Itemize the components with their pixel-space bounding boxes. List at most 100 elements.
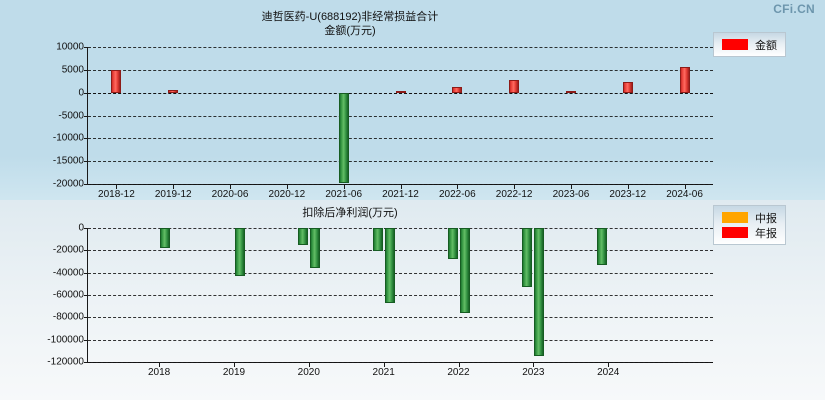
chart-bar-annual bbox=[234, 228, 245, 277]
bottom-chart-legend-item[interactable]: 年报 bbox=[722, 225, 777, 240]
y-tick-mark bbox=[84, 272, 88, 274]
x-axis-tick-label: 2021 bbox=[372, 367, 395, 378]
chart-bar bbox=[679, 66, 690, 93]
chart-bar-interim bbox=[297, 228, 308, 245]
chart-bar bbox=[622, 81, 633, 93]
top-chart-legend-item[interactable]: 金额 bbox=[722, 37, 777, 52]
y-tick-mark bbox=[84, 228, 88, 229]
chart-bar bbox=[395, 90, 406, 93]
x-tick-mark bbox=[570, 184, 572, 189]
chart-bar-annual bbox=[459, 228, 470, 313]
x-tick-mark bbox=[159, 362, 161, 367]
y-axis-tick-label: -120000 bbox=[47, 356, 84, 368]
y-axis-tick-label: -100000 bbox=[47, 334, 84, 346]
chart-bar bbox=[452, 86, 463, 93]
chart-bar bbox=[509, 80, 520, 93]
top-chart-panel bbox=[0, 0, 825, 200]
x-axis-tick-label: 2023-12 bbox=[609, 189, 647, 200]
x-axis-tick-label: 2022 bbox=[447, 367, 470, 378]
x-axis-tick-label: 2024 bbox=[597, 367, 620, 378]
y-axis-tick-label: -40000 bbox=[52, 267, 84, 279]
y-axis-tick-label: -60000 bbox=[52, 289, 84, 301]
gridline bbox=[88, 295, 713, 296]
top-chart-subtitle: 金额(万元) bbox=[324, 25, 376, 37]
gridline bbox=[88, 250, 713, 252]
x-tick-mark bbox=[533, 362, 535, 367]
x-tick-mark bbox=[514, 184, 516, 189]
chart-bar-annual bbox=[309, 228, 320, 269]
x-tick-mark bbox=[684, 184, 686, 189]
gridline bbox=[88, 272, 713, 274]
y-axis-tick-label: 0 bbox=[78, 222, 84, 234]
gridline bbox=[88, 115, 713, 117]
watermark: CFi.CN bbox=[773, 2, 815, 16]
gridline bbox=[88, 69, 713, 71]
chart-bar bbox=[111, 69, 122, 93]
top-chart-legend: 金额 bbox=[713, 32, 786, 57]
bottom-chart-legend-item[interactable]: 中报 bbox=[722, 210, 777, 225]
y-tick-mark bbox=[84, 92, 88, 94]
chart-bar bbox=[168, 90, 179, 93]
x-tick-mark bbox=[457, 184, 459, 189]
x-axis-tick-label: 2021-12 bbox=[382, 189, 419, 200]
y-tick-mark bbox=[84, 295, 88, 296]
x-axis-tick-label: 2019 bbox=[222, 367, 246, 378]
y-tick-mark bbox=[84, 47, 88, 48]
y-tick-mark bbox=[84, 161, 88, 163]
gridline bbox=[88, 362, 713, 363]
top-chart-plot-area: 10000 5000 0 -5000 -10000 -15000 -20000 2018-12… bbox=[53, 42, 713, 200]
chart-bar-annual bbox=[160, 228, 171, 249]
x-axis-tick-label: 2024-06 bbox=[666, 189, 703, 200]
chart-bar-interim bbox=[522, 228, 533, 288]
x-tick-mark bbox=[308, 362, 310, 367]
x-tick-mark bbox=[233, 362, 235, 367]
y-tick-mark bbox=[84, 250, 88, 252]
y-axis-tick-label: 0 bbox=[78, 87, 84, 99]
y-axis-tick-label: -15000 bbox=[52, 155, 84, 167]
gridline bbox=[88, 228, 713, 229]
legend-swatch-red bbox=[722, 227, 748, 238]
x-tick-mark bbox=[343, 184, 345, 189]
x-axis-tick-label: 2020-06 bbox=[211, 189, 249, 200]
legend-swatch-red bbox=[722, 39, 748, 50]
x-axis-tick-label: 2022-12 bbox=[495, 189, 533, 200]
y-axis-tick-label: -5000 bbox=[58, 110, 84, 121]
y-tick-mark bbox=[84, 184, 88, 185]
x-axis-tick-label: 2023-06 bbox=[552, 189, 590, 200]
gridline bbox=[88, 47, 713, 48]
x-tick-mark bbox=[383, 362, 385, 367]
gridline bbox=[88, 339, 713, 341]
page-title: 迪哲医药-U(688192)非经常损益合计 bbox=[261, 11, 439, 23]
x-axis-tick-label: 2022-06 bbox=[438, 189, 476, 200]
chart-bar-interim bbox=[372, 228, 383, 251]
x-axis-tick-label: 2018 bbox=[147, 367, 171, 378]
y-axis-tick-label: 10000 bbox=[56, 41, 84, 53]
gridline bbox=[88, 92, 713, 94]
y-tick-mark bbox=[84, 69, 88, 71]
chart-bar-interim bbox=[597, 228, 608, 265]
bottom-chart-plot-area: 0 -20000 -40000 -60000 -80000 -100000 -120000 2… bbox=[47, 223, 713, 378]
x-axis-tick-label: 2019-12 bbox=[154, 189, 192, 200]
chart-bar-interim bbox=[447, 228, 458, 260]
x-axis-tick-label: 2018-12 bbox=[98, 189, 135, 200]
x-tick-mark bbox=[458, 362, 460, 367]
bottom-chart-legend: 中报 年报 bbox=[713, 205, 786, 245]
x-axis-tick-label: 2020 bbox=[297, 367, 320, 378]
x-axis-tick-label: 2023 bbox=[522, 367, 545, 378]
bottom-chart-legend-label: 中报 bbox=[755, 212, 777, 225]
x-axis-tick-label: 2020-12 bbox=[268, 189, 306, 200]
y-axis-tick-label: -20000 bbox=[52, 244, 84, 256]
gridline bbox=[88, 138, 713, 140]
chart-bar-annual bbox=[384, 228, 395, 303]
x-tick-mark bbox=[400, 184, 402, 189]
y-tick-mark bbox=[84, 138, 88, 140]
x-tick-mark bbox=[116, 184, 118, 189]
chart-bar bbox=[565, 90, 576, 93]
y-axis-tick-label: -10000 bbox=[52, 132, 84, 144]
x-axis-tick-label: 2021-06 bbox=[325, 189, 363, 200]
x-tick-mark bbox=[230, 184, 232, 189]
bottom-chart-legend-label: 年报 bbox=[755, 227, 777, 240]
x-tick-mark bbox=[173, 184, 175, 189]
chart-bar-annual bbox=[534, 228, 545, 357]
